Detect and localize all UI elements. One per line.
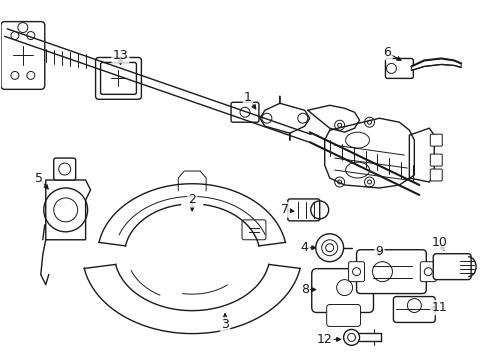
- Polygon shape: [410, 58, 460, 71]
- FancyBboxPatch shape: [326, 305, 360, 327]
- Text: 13: 13: [112, 49, 128, 62]
- FancyBboxPatch shape: [432, 254, 470, 280]
- FancyBboxPatch shape: [429, 134, 441, 146]
- FancyBboxPatch shape: [429, 154, 441, 166]
- FancyBboxPatch shape: [385, 58, 412, 78]
- Text: 2: 2: [188, 193, 196, 206]
- Text: 6: 6: [383, 46, 390, 59]
- FancyBboxPatch shape: [356, 250, 426, 293]
- Text: 8: 8: [300, 283, 308, 296]
- FancyBboxPatch shape: [348, 262, 364, 282]
- Text: 12: 12: [316, 333, 332, 346]
- FancyBboxPatch shape: [1, 22, 45, 89]
- FancyBboxPatch shape: [54, 158, 76, 180]
- Text: 7: 7: [280, 203, 288, 216]
- Text: 9: 9: [375, 245, 383, 258]
- Polygon shape: [408, 128, 433, 182]
- FancyBboxPatch shape: [230, 102, 259, 122]
- FancyBboxPatch shape: [10, 35, 36, 53]
- Text: 5: 5: [35, 171, 43, 185]
- Text: 4: 4: [300, 241, 308, 254]
- Text: 10: 10: [430, 236, 446, 249]
- Text: 1: 1: [244, 91, 251, 104]
- Text: 11: 11: [430, 301, 446, 314]
- FancyBboxPatch shape: [95, 58, 141, 99]
- FancyBboxPatch shape: [420, 262, 435, 282]
- Polygon shape: [46, 180, 90, 240]
- FancyBboxPatch shape: [429, 169, 441, 181]
- FancyBboxPatch shape: [242, 220, 265, 240]
- Text: 3: 3: [221, 318, 228, 331]
- FancyBboxPatch shape: [101, 62, 136, 94]
- FancyBboxPatch shape: [10, 58, 36, 76]
- FancyBboxPatch shape: [393, 297, 434, 323]
- FancyBboxPatch shape: [287, 199, 319, 221]
- FancyBboxPatch shape: [311, 269, 373, 312]
